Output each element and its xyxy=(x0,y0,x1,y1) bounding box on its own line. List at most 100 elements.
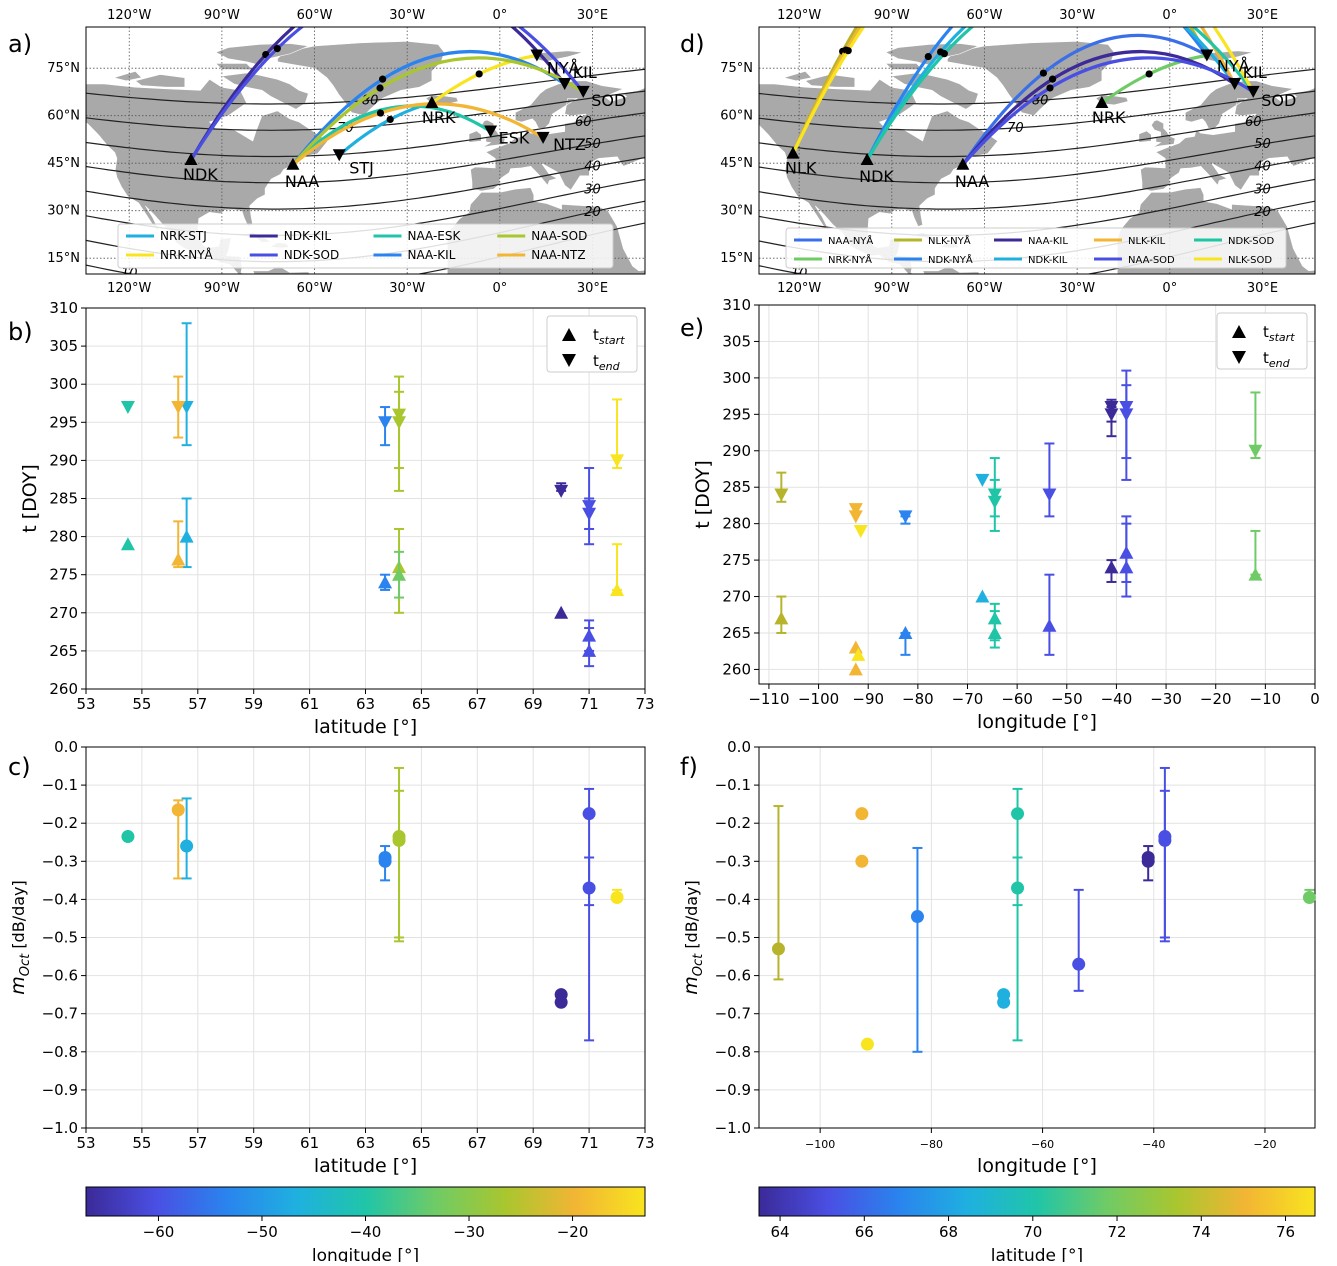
map-legend: NRK-STJ NRK-NYÅ NDK-KIL NDK-SOD NAA-ESK NAA-K… xyxy=(117,223,614,269)
station-label: ESK xyxy=(499,129,530,148)
lon-tick-label-bottom: 60°W xyxy=(297,281,333,296)
propagation-path xyxy=(291,56,585,167)
legend-label: NLK-KIL xyxy=(1128,236,1166,247)
transmitter-marker xyxy=(425,96,439,108)
station-label: NLK xyxy=(785,159,817,178)
x-tick-label: 71 xyxy=(580,1134,599,1152)
x-tick-label: 55 xyxy=(132,695,151,713)
lat-tick-label: 15°N xyxy=(720,251,753,266)
colorbar-tick-label: −30 xyxy=(453,1223,485,1241)
y-tick-label: −0.8 xyxy=(715,1043,751,1061)
legend-label: NAA-KIL xyxy=(1028,236,1068,247)
map-legend-box xyxy=(117,223,614,269)
panel-letter: b) xyxy=(8,318,33,346)
station-label: KIL xyxy=(1243,63,1267,82)
legend-label: NAA-SOD xyxy=(531,229,587,243)
contour-label: 30 xyxy=(1254,182,1271,197)
y-tick-label: −0.2 xyxy=(715,814,751,832)
x-tick-label: −90 xyxy=(852,690,884,708)
y-tick-label: 290 xyxy=(722,442,751,460)
legend-label: NRK-STJ xyxy=(160,229,207,243)
marker-slope xyxy=(1302,890,1316,904)
x-tick-label: 71 xyxy=(580,695,599,713)
scatter-panel-c: 53 55 57 59 61 63 65 67 69 71 73 0.0 −0.1 −0.2 −0.3 −0.… xyxy=(7,738,655,1177)
receiver-marker xyxy=(332,149,346,162)
marker-slope xyxy=(855,854,869,868)
y-tick-label: 270 xyxy=(49,604,78,622)
y-axis-label-symbol: m xyxy=(680,976,702,995)
land-greenland xyxy=(277,40,445,117)
y-tick-label: 310 xyxy=(722,296,751,314)
station-label: NDK xyxy=(859,167,894,186)
transmitter-marker xyxy=(1095,96,1109,108)
station-label: STJ xyxy=(349,158,374,177)
y-tick-label: −0.3 xyxy=(715,852,751,870)
lat-tick-label: 30°N xyxy=(720,204,753,219)
legend-label: NDK-NYÅ xyxy=(928,253,973,266)
lat-tick-label: 60°N xyxy=(720,109,753,124)
y-tick-label: 300 xyxy=(722,369,751,387)
marker-t-start xyxy=(975,589,990,603)
transmitter-marker xyxy=(860,153,874,165)
propagation-path xyxy=(791,27,1255,156)
land-baffin xyxy=(890,72,979,110)
land-devon xyxy=(884,63,924,71)
contour-line xyxy=(86,112,645,158)
x-tick-label: −50 xyxy=(1051,690,1083,708)
colorbar-tick-label: −50 xyxy=(246,1223,278,1241)
contour-line xyxy=(759,135,1315,184)
x-axis-label: longitude [°] xyxy=(977,711,1097,733)
land-greenland xyxy=(947,40,1115,117)
receiver-marker xyxy=(530,49,544,62)
legend-marker-end xyxy=(562,354,576,367)
station-label: NDK xyxy=(183,165,218,184)
path-midpoint-dot xyxy=(1048,75,1057,83)
station-label: NTZ xyxy=(553,135,586,154)
colorbar-tick-label: 72 xyxy=(1107,1223,1126,1241)
y-tick-label: −0.1 xyxy=(42,776,78,794)
colorbar-tick-label: 74 xyxy=(1192,1223,1211,1241)
receiver-marker xyxy=(1228,78,1242,90)
marker-t-end xyxy=(392,416,407,430)
marker-t-start xyxy=(851,647,866,661)
marker-t-end xyxy=(853,524,868,538)
y-tick-label: 290 xyxy=(49,451,78,469)
receiver-marker xyxy=(576,85,590,98)
y-tick-label: −0.5 xyxy=(42,929,78,947)
receiver-marker xyxy=(558,78,572,90)
x-tick-label: −60 xyxy=(1031,1138,1054,1151)
marker-t-start xyxy=(610,582,625,596)
propagation-path xyxy=(189,27,567,162)
contour-label: 10 xyxy=(121,267,138,282)
colorbar-label: latitude [°] xyxy=(991,1246,1083,1262)
y-tick-label: 280 xyxy=(722,515,751,533)
x-tick-label: 65 xyxy=(412,695,431,713)
lon-tick-label-top: 30°E xyxy=(577,8,608,23)
y-axis-label-sub: Oct xyxy=(691,953,706,976)
y-axis-label: t [DOY] xyxy=(692,460,714,528)
x-tick-label: −30 xyxy=(1150,690,1182,708)
marker-t-start xyxy=(987,625,1002,639)
x-tick-label: 69 xyxy=(524,695,543,713)
marker-slope xyxy=(171,803,185,817)
x-tick-label: −80 xyxy=(920,1138,943,1151)
path-midpoint-dot xyxy=(924,52,932,61)
x-tick-label: −70 xyxy=(952,690,984,708)
land-britain xyxy=(1150,119,1176,148)
land-europe xyxy=(1140,80,1315,192)
marker-t-end xyxy=(120,401,135,415)
propagation-path xyxy=(961,33,1209,167)
contour-line xyxy=(86,90,645,131)
marker-slope xyxy=(378,854,392,868)
station-label: SOD xyxy=(591,91,626,110)
legend-label: NAA-KIL xyxy=(408,248,456,262)
lon-tick-label-bottom: 90°W xyxy=(204,281,240,296)
legend-label: NDK-KIL xyxy=(1028,255,1068,266)
marker-t-start xyxy=(1119,560,1134,574)
marker-t-end xyxy=(1042,488,1057,502)
legend-label-main: t xyxy=(1263,323,1269,341)
x-tick-label: 61 xyxy=(300,1134,319,1152)
legend-label: NDK-KIL xyxy=(284,229,332,243)
